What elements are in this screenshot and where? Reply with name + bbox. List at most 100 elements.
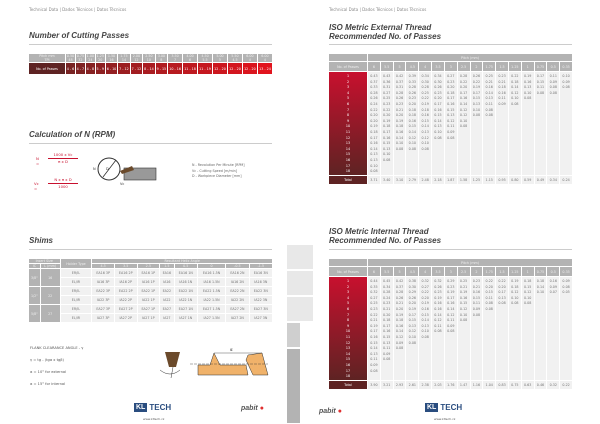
pass-depth-value: 0.05	[562, 290, 570, 295]
shim-code-cell: IA22 1N	[174, 296, 197, 304]
pitch-tpi: 5.5	[202, 58, 208, 62]
pass-number: 6	[346, 306, 350, 311]
pass-depth-value: 0.20	[485, 284, 493, 289]
side-tab[interactable]	[287, 297, 300, 322]
pass-depth-value: 0.10	[434, 129, 442, 134]
shim-code-cell: EA27 3N	[249, 305, 272, 313]
pitch-column: 0.22 0.20 0.15 0.11 0.08 0.08	[483, 277, 496, 380]
pitch-tpi: 24	[88, 58, 93, 62]
shim-code-cell: IA22 1.5N	[197, 296, 226, 304]
pass-depth-value: 0.14	[395, 329, 404, 334]
shim-code-cell: EA16 1P	[137, 269, 160, 277]
side-tab[interactable]	[287, 323, 300, 348]
pitch-value-header: 3.5	[432, 267, 444, 276]
pass-depth-value: 0.28	[395, 90, 404, 95]
pass-depth-value: 0.18	[511, 284, 519, 289]
side-tab[interactable]	[287, 271, 300, 296]
pass-depth-value: 0.21	[383, 306, 391, 311]
pass-depth-value: 0.18	[408, 107, 417, 112]
pass-depth-value: 0.15	[485, 290, 493, 295]
passes-cell: 10 - 16	[168, 63, 183, 74]
pitch-column: 0.39 0.33 0.28 0.26 0.23 0.20 0.18 0.18 0.16 0.15…	[406, 72, 419, 175]
shim-code-cell: IA27	[160, 314, 174, 322]
pass-depth-value: 0.11	[370, 357, 378, 362]
pass-depth-value: 0.16	[523, 79, 532, 84]
pass-depth-value: 0.08	[395, 146, 404, 151]
pass-depth-value: 0.07	[549, 290, 557, 295]
pitch-column: 0.26 0.22 0.19 0.17 0.15 0.13 0.10 0.08	[470, 72, 483, 175]
total-label: Total	[329, 380, 367, 389]
pass-numbers-cell: 1 2 3 4 5 6 7 8 9 10 11 12 13 14 15 16 17 18	[329, 277, 367, 380]
pass-depth-value: 0.18	[511, 79, 519, 84]
pass-depth-value: 0.08	[523, 96, 532, 101]
passes-cell: 11 - 19	[198, 63, 212, 74]
pass-depth-value: 0.08	[485, 113, 493, 118]
shim-code-cell: IA27 1N	[174, 314, 197, 322]
pitch-mm: 1.75	[120, 54, 128, 58]
pass-depth-value: 0.10	[459, 312, 468, 317]
alpha-label: α	[230, 347, 233, 352]
passes-header: No. of Passes	[329, 267, 367, 276]
pitch-value-header: 5	[393, 267, 406, 276]
pass-depth-value: 0.10	[511, 96, 519, 101]
total-cell: 3.90	[368, 380, 380, 389]
pitch-column: 0.45 0.34 0.28 0.24 0.23 0.21 0.20 0.18 0.17 0.16…	[380, 277, 393, 380]
pitch-cell: 6.00 4	[257, 54, 272, 62]
pass-depth-value: 0.26	[408, 90, 417, 95]
pass-depth-value: 0.19	[459, 290, 468, 295]
pass-depth-value: 0.22	[421, 96, 429, 101]
pass-depth-value: 0.21	[498, 79, 506, 84]
passes-cell: 7 - 12	[118, 63, 130, 74]
pass-depth-value: 0.15	[370, 340, 378, 345]
pass-depth-value: 0.11	[472, 301, 481, 306]
passes-body-row: 1 2 3 4 5 6 7 8 9 10 11 12 13 14 15 16 17 18 0.43 0.37 0.33 0…	[329, 72, 572, 175]
total-cell: 0.46	[534, 380, 547, 389]
pass-number: 17	[345, 163, 351, 168]
pass-depth-value: 0.12	[523, 290, 532, 295]
shim-code-cell: EA22 1P	[137, 287, 160, 295]
shim-code-cell: EA27 1P	[137, 305, 160, 313]
pass-depth-value: 0.20	[383, 312, 391, 317]
svg-text:Vc: Vc	[120, 182, 124, 186]
pass-depth-value: 0.12	[421, 135, 429, 140]
flank-angle-diagram-icon: α	[159, 347, 269, 379]
pass-depth-value: 0.08	[383, 357, 391, 362]
pass-depth-value: 0.38	[408, 279, 417, 283]
shim-code-cell: IA16 2P	[114, 278, 137, 286]
pass-depth-value: 0.16	[395, 323, 404, 328]
pitch-tpi: 10	[146, 58, 151, 62]
side-tab[interactable]	[300, 271, 313, 296]
total-cell: 0.80	[508, 175, 521, 184]
pitch-column: 0.19 0.16 0.13 0.10 0.08	[521, 72, 534, 175]
pass-depth-value: 0.15	[447, 107, 455, 112]
pitch-value-header: 6	[368, 62, 380, 71]
pass-depth-value: 0.17	[383, 323, 391, 328]
pass-depth-value: 0.19	[434, 295, 442, 300]
side-tab[interactable]	[300, 297, 313, 322]
passes-cell: 6 - 10	[105, 63, 118, 74]
pass-depth-value: 0.10	[459, 118, 468, 123]
ic-cell: 3/8"	[29, 269, 40, 286]
side-tab[interactable]	[300, 245, 313, 270]
pass-number: 6	[346, 101, 350, 106]
pass-depth-value: 0.24	[370, 101, 378, 106]
pass-depth-value: 0.36	[383, 79, 391, 84]
pass-depth-value: 0.14	[434, 312, 442, 317]
total-cell: 3.71	[368, 175, 380, 184]
pass-depth-value: 0.25	[459, 279, 468, 283]
shim-code-cell: EA22 2P	[114, 287, 137, 295]
total-cell: 0.32	[547, 380, 560, 389]
pitch-values-row: No. of Passes 6 5.5 5 4.5 4 3.5 3 2.5 2 1.75 1.5 1.2…	[329, 267, 572, 276]
pass-depth-value: 0.28	[370, 90, 378, 95]
pass-depth-value: 0.11	[498, 96, 506, 101]
pass-depth-value: 0.08	[447, 135, 455, 140]
side-tab-active[interactable]	[287, 349, 300, 424]
pass-depth-value: 0.08	[549, 85, 557, 90]
pass-depth-value: 0.16	[395, 129, 404, 134]
side-tab[interactable]	[287, 245, 300, 270]
pass-depth-value: 0.13	[421, 129, 429, 134]
holder-type-header: Holder Type	[60, 259, 92, 268]
passes-label: No. of Passes	[29, 63, 65, 74]
l-header: L (mm)	[40, 264, 60, 268]
pass-depth-value: 0.24	[383, 295, 391, 300]
